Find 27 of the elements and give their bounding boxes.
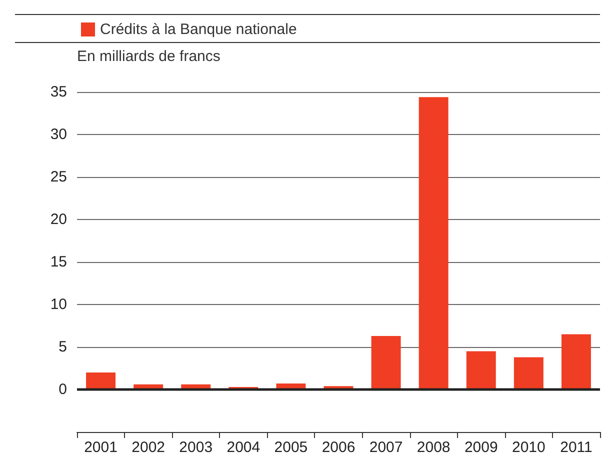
bar (514, 357, 544, 390)
y-tick-label: 35 (50, 84, 67, 100)
x-tick-label: 2008 (416, 439, 450, 456)
x-tick-label: 2006 (322, 439, 356, 456)
y-tick-label: 10 (50, 296, 67, 313)
x-tick-label: 2003 (179, 439, 213, 456)
bar (371, 336, 401, 390)
y-tick-label: 5 (58, 338, 67, 356)
bar (561, 334, 591, 390)
x-tick-label: 2001 (84, 439, 118, 456)
x-tick-label: 2009 (464, 439, 498, 456)
x-tick-label: 2007 (369, 439, 403, 456)
bar (418, 97, 448, 390)
y-tick-label: 0 (58, 381, 67, 398)
bar (466, 351, 496, 390)
y-tick-label: 25 (50, 168, 67, 186)
y-tick-label: 15 (50, 254, 67, 270)
x-tick-label: 2005 (274, 439, 308, 456)
x-tick-label: 2011 (560, 439, 592, 456)
x-tick-label: 2004 (226, 439, 260, 456)
y-tick-label: 30 (50, 126, 67, 143)
x-tick-label: 2002 (132, 439, 166, 456)
x-tick-label: 2010 (512, 439, 546, 456)
y-axis-title: En milliards de francs (77, 48, 220, 65)
y-tick-label: 20 (50, 211, 67, 228)
bar (86, 372, 116, 390)
legend-label: Crédits à la Banque nationale (100, 21, 297, 38)
